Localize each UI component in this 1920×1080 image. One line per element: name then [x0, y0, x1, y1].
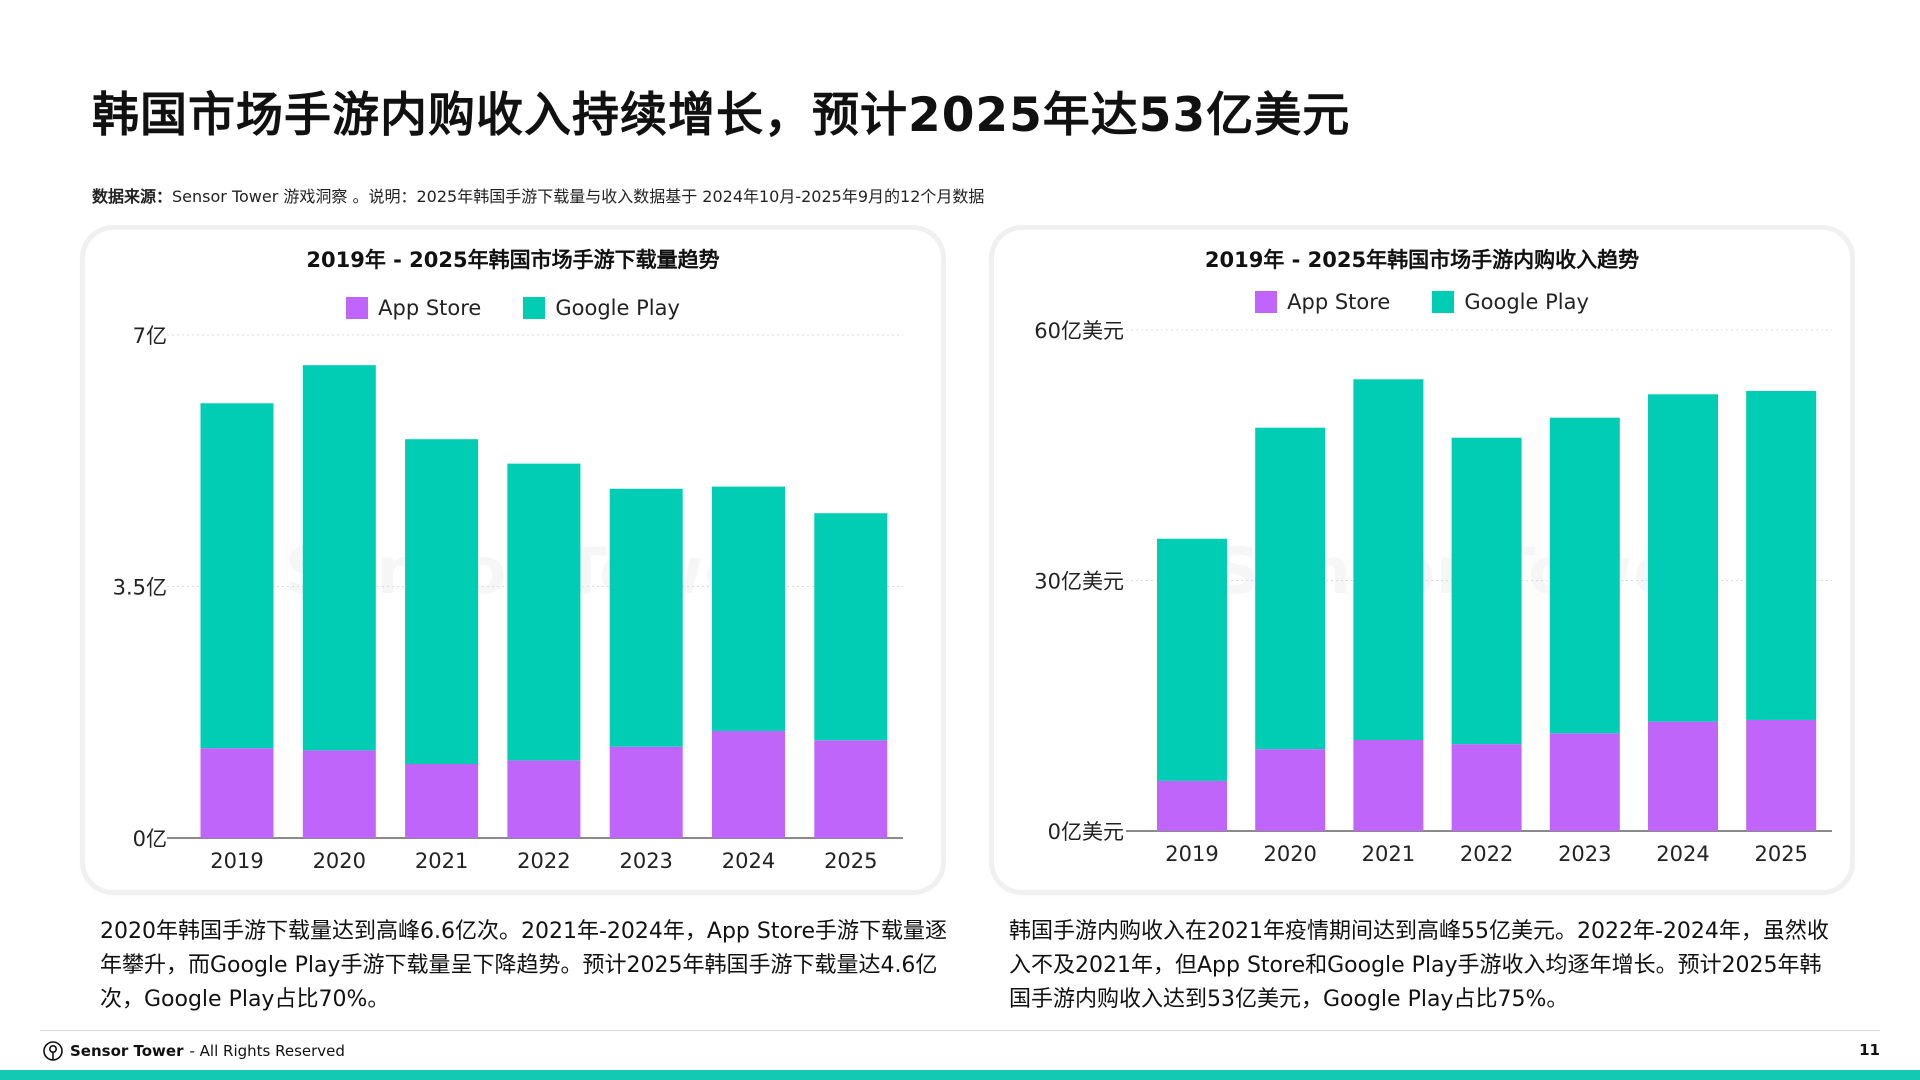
x-tick-label: 2020: [1263, 842, 1316, 866]
bar-google-play: [814, 513, 888, 741]
bar-app-store: [814, 740, 888, 838]
bar-google-play: [200, 403, 274, 749]
bottom-accent-bar: [0, 1070, 1920, 1080]
bar-app-store: [1157, 780, 1227, 831]
x-tick-label: 2023: [619, 849, 672, 873]
bar-google-play: [1451, 437, 1522, 745]
y-tick-label: 60亿美元: [1034, 319, 1124, 343]
y-tick-label: 0亿: [133, 827, 167, 851]
footer-divider: [40, 1030, 1880, 1031]
bar-app-store: [1746, 719, 1817, 831]
bar-google-play: [302, 365, 376, 751]
bar-app-store: [1549, 733, 1620, 831]
footer-brand: Sensor Tower: [70, 1042, 184, 1060]
x-tick-label: 2019: [1165, 842, 1218, 866]
data-source: 数据来源：Sensor Tower 游戏洞察 。说明：2025年韩国手游下载量与…: [92, 183, 984, 207]
x-tick-label: 2024: [722, 849, 775, 873]
y-tick-label: 7亿: [133, 324, 167, 348]
x-tick-label: 2023: [1558, 842, 1611, 866]
data-source-text: Sensor Tower 游戏洞察 。说明：2025年韩国手游下载量与收入数据基…: [172, 187, 985, 206]
revenue-chart-card: Sensor Tower 2019年 - 2025年韩国市场手游内购收入趋势 A…: [994, 230, 1850, 890]
downloads-note: 2020年韩国手游下载量达到高峰6.6亿次。2021年-2024年，App St…: [100, 919, 948, 1012]
data-source-label: 数据来源：: [92, 187, 173, 206]
x-tick-label: 2025: [1754, 842, 1807, 866]
bar-app-store: [1353, 739, 1424, 831]
legend-swatch-app-store: [346, 297, 369, 319]
legend-item-google-play: Google Play: [1432, 290, 1589, 314]
chart-title: 2019年 - 2025年韩国市场手游内购收入趋势: [1204, 248, 1640, 272]
page-number: 11: [1859, 1041, 1880, 1059]
x-tick-label: 2019: [210, 849, 263, 873]
legend-item-app-store: App Store: [1255, 290, 1390, 314]
bar-google-play: [1746, 390, 1817, 720]
legend-label-google-play: Google Play: [555, 296, 680, 320]
page-title: 韩国市场手游内购收入持续增长，预计2025年达53亿美元: [92, 88, 1351, 143]
bar-google-play: [1255, 427, 1326, 750]
x-tick-label: 2022: [517, 849, 570, 873]
bar-app-store: [405, 763, 479, 838]
x-tick-label: 2020: [313, 849, 366, 873]
chart-legend: App Store Google Play: [994, 290, 1850, 314]
bar-google-play: [1648, 394, 1718, 722]
bar-app-store: [1648, 721, 1718, 831]
bar-app-store: [712, 730, 785, 838]
x-tick-label: 2022: [1460, 842, 1513, 866]
sensor-tower-logo-icon: [43, 1041, 63, 1061]
bar-google-play: [405, 439, 479, 764]
footer: Sensor Tower - All Rights Reserved: [42, 1040, 345, 1062]
bar-app-store: [200, 748, 274, 838]
bar-google-play: [1353, 379, 1424, 740]
bar-google-play: [1157, 538, 1227, 781]
y-tick-label: 30亿美元: [1034, 570, 1124, 594]
bar-app-store: [507, 760, 581, 838]
downloads-chart-plot: 0亿 3.5亿 7亿 2019 2020 2021 2022 2023 2024 2025: [113, 324, 903, 873]
legend-swatch-google-play: [1432, 291, 1455, 313]
downloads-chart-card: Sensor Tower 2019年 - 2025年韩国市场手游下载量趋势 Ap…: [85, 230, 941, 890]
bar-google-play: [507, 463, 581, 761]
x-tick-label: 2025: [824, 849, 877, 873]
x-tick-label: 2021: [415, 849, 468, 873]
x-tick-label: 2021: [1362, 842, 1415, 866]
bar-google-play: [712, 486, 785, 731]
x-tick-label: 2024: [1656, 842, 1709, 866]
revenue-note: 韩国手游内购收入在2021年疫情期间达到高峰55亿美元。2022年-2024年，…: [1009, 919, 1829, 1012]
bar-google-play: [609, 488, 683, 747]
footer-rights: - All Rights Reserved: [189, 1042, 345, 1060]
y-tick-label: 0亿美元: [1048, 820, 1124, 844]
legend-item-app-store: App Store: [346, 296, 481, 320]
legend-label-app-store: App Store: [1287, 290, 1391, 314]
y-tick-label: 3.5亿: [113, 576, 167, 600]
bar-app-store: [609, 746, 683, 838]
revenue-chart-plot: 0亿美元 30亿美元 60亿美元 2019 2020 2021 2022 2023 2024 20…: [1034, 319, 1832, 866]
legend-label-app-store: App Store: [378, 296, 482, 320]
bar-app-store: [1255, 749, 1326, 831]
bar-google-play: [1549, 417, 1620, 734]
legend-swatch-app-store: [1255, 291, 1278, 313]
chart-title: 2019年 - 2025年韩国市场手游下载量趋势: [306, 248, 720, 272]
legend-item-google-play: Google Play: [523, 296, 680, 320]
chart-legend: App Store Google Play: [85, 296, 941, 320]
bar-app-store: [302, 750, 376, 838]
bar-app-store: [1451, 744, 1522, 831]
legend-label-google-play: Google Play: [1464, 290, 1589, 314]
legend-swatch-google-play: [523, 297, 546, 319]
